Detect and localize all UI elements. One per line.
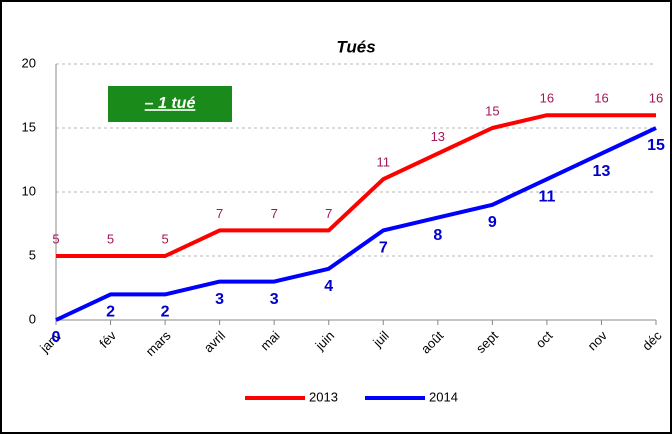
legend-label: 2013 xyxy=(309,389,338,404)
data-label: 11 xyxy=(538,188,555,205)
data-label: 16 xyxy=(649,91,663,106)
y-tick-label: 20 xyxy=(22,55,36,70)
line-series xyxy=(56,113,656,258)
y-tick-label: 5 xyxy=(29,247,36,262)
data-label: 7 xyxy=(216,206,223,221)
data-label: 2 xyxy=(106,304,115,321)
annotation-box xyxy=(108,86,232,122)
data-label: 2 xyxy=(161,304,170,321)
annotation: – 1 tué xyxy=(145,95,196,112)
data-label: 5 xyxy=(52,231,59,246)
data-label: 7 xyxy=(379,240,388,257)
data-label: 7 xyxy=(271,206,278,221)
data-label: 5 xyxy=(107,231,114,246)
data-label: 15 xyxy=(485,103,499,118)
y-tick-label: 10 xyxy=(22,183,36,198)
legend-label: 2014 xyxy=(429,389,458,404)
data-label: 13 xyxy=(431,129,445,144)
data-label: 4 xyxy=(324,278,333,295)
data-label: 3 xyxy=(270,291,279,308)
data-label: 15 xyxy=(647,137,665,154)
line-series xyxy=(55,126,657,322)
data-label: 7 xyxy=(325,206,332,221)
chart-title: Tués xyxy=(336,37,375,56)
data-label: 13 xyxy=(593,163,611,180)
y-tick-label: 0 xyxy=(29,311,36,326)
data-label: 8 xyxy=(433,227,442,244)
data-label: 16 xyxy=(594,91,608,106)
data-label: 11 xyxy=(377,155,391,170)
y-tick-label: 15 xyxy=(22,119,36,134)
data-label: 3 xyxy=(215,291,224,308)
data-label: 0 xyxy=(52,329,61,346)
data-label: 5 xyxy=(161,231,168,246)
data-label: 9 xyxy=(488,214,497,231)
data-label: 16 xyxy=(540,91,554,106)
